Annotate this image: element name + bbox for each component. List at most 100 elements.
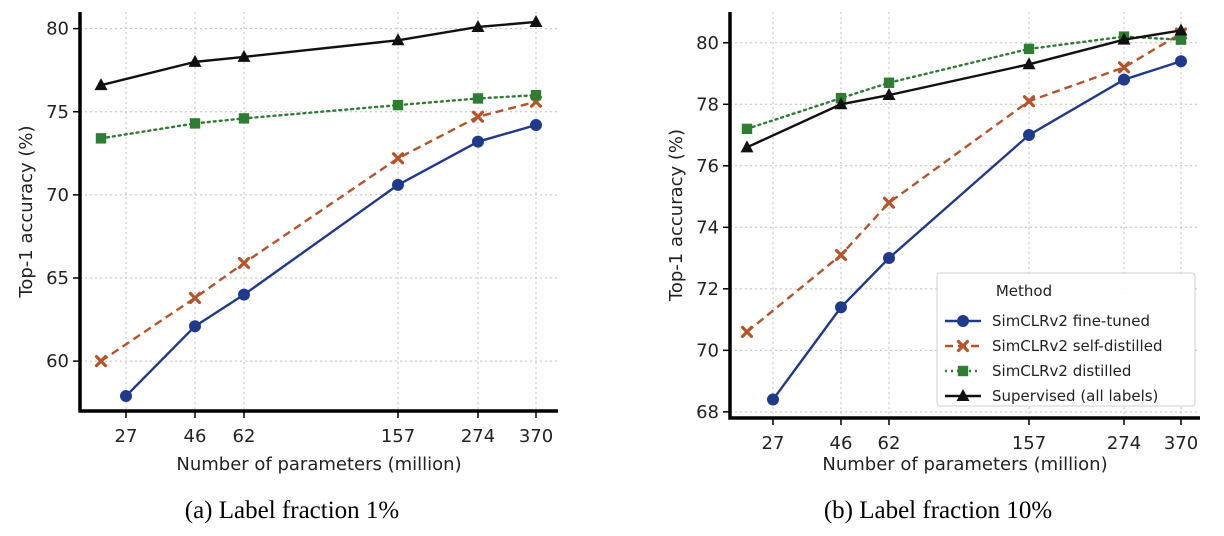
- x-tick-label: 370: [1164, 433, 1198, 454]
- data-point: [94, 78, 108, 91]
- data-point: [530, 89, 542, 101]
- x-axis-label: Number of parameters (million): [822, 454, 1107, 475]
- legend: Method SimCLRv2 fine-tuned SimCLRv2 self-d…: [936, 272, 1196, 407]
- data-point: [1175, 55, 1187, 68]
- data-point: [1023, 43, 1035, 55]
- y-axis-label: Top-1 accuracy (%): [666, 129, 687, 302]
- data-point: [120, 390, 132, 403]
- data-point: [188, 291, 202, 305]
- legend-box: [936, 272, 1196, 407]
- chart-a: 60 65 70 75 80 27 46 62 157 274 370 Number of param…: [16, 12, 558, 524]
- y-tick-label: 80: [46, 19, 69, 40]
- data-point: [189, 118, 201, 129]
- series-line: [746, 29, 1182, 149]
- x-tick-label: 62: [233, 426, 256, 447]
- y-tick-label: 76: [696, 156, 719, 177]
- data-point: [472, 93, 484, 104]
- data-point: [391, 33, 405, 46]
- y-tick-label: 68: [696, 402, 719, 423]
- y-tick-label: 70: [46, 185, 69, 206]
- data-point: [834, 97, 848, 110]
- data-point: [957, 365, 969, 377]
- series-line: [772, 60, 1182, 401]
- y-tick-label: 75: [46, 102, 69, 123]
- series-line: [746, 32, 1182, 333]
- series-simclrv2-distilled: [95, 89, 542, 144]
- legend-label: SimCLRv2 distilled: [992, 362, 1131, 380]
- data-point: [237, 256, 251, 270]
- series-line: [100, 100, 537, 363]
- x-tick-label: 157: [1012, 433, 1046, 454]
- x-tick-label: 274: [1107, 433, 1141, 454]
- data-point: [1023, 129, 1035, 142]
- data-point: [529, 14, 543, 27]
- data-point: [767, 393, 779, 406]
- data-point: [883, 77, 895, 88]
- series-supervised-all-labels: [94, 14, 543, 91]
- x-tick-label: 370: [519, 426, 553, 447]
- legend-label: SimCLRv2 self-distilled: [992, 337, 1162, 355]
- y-tick-label: 72: [696, 279, 719, 300]
- x-tick-label: 27: [762, 433, 785, 454]
- data-point: [189, 320, 201, 333]
- data-point: [1022, 95, 1036, 108]
- data-point: [1022, 57, 1036, 70]
- data-point: [741, 123, 753, 135]
- legend-label: Supervised (all labels): [992, 387, 1158, 405]
- data-point: [1118, 73, 1130, 86]
- series-simclrv2-fine-tuned: [767, 55, 1187, 406]
- data-point: [95, 133, 107, 144]
- x-tick-label: 62: [878, 433, 901, 454]
- data-point: [392, 178, 404, 191]
- chart-b: 68 70 72 74 76 78 80 27 46 62 157 274 370 Number of p…: [666, 12, 1200, 524]
- data-point: [740, 140, 754, 153]
- y-tick-label: 80: [696, 33, 719, 54]
- y-tick-label: 74: [696, 217, 719, 238]
- x-tick-label: 274: [461, 426, 495, 447]
- data-point: [471, 110, 485, 123]
- data-point: [1117, 32, 1131, 45]
- data-point: [1175, 34, 1187, 45]
- data-point: [882, 196, 896, 209]
- data-point: [188, 54, 202, 67]
- data-point: [740, 325, 754, 338]
- y-tick-label: 78: [696, 94, 719, 115]
- legend-label: SimCLRv2 fine-tuned: [992, 312, 1150, 330]
- y-tick-label: 60: [46, 351, 69, 372]
- data-point: [882, 88, 896, 101]
- data-point: [1117, 61, 1131, 74]
- series-line: [745, 35, 1183, 131]
- x-axis-label: Number of parameters (million): [176, 454, 461, 475]
- data-point: [883, 252, 895, 265]
- data-point: [957, 315, 969, 327]
- data-point: [391, 152, 405, 165]
- data-point: [835, 301, 847, 314]
- y-axis-label: Top-1 accuracy (%): [16, 125, 37, 298]
- series-line: [125, 123, 537, 397]
- x-tick-label: 157: [381, 426, 415, 447]
- data-point: [834, 248, 848, 262]
- x-tick-label: 46: [184, 426, 207, 447]
- data-point: [392, 99, 404, 111]
- data-point: [238, 113, 250, 124]
- x-tick-label: 27: [115, 426, 138, 447]
- data-point: [238, 288, 250, 301]
- y-tick-label: 70: [696, 340, 719, 361]
- data-point: [1174, 23, 1188, 36]
- series-simclrv2-fine-tuned: [120, 119, 542, 403]
- data-point: [237, 49, 251, 62]
- data-point: [530, 119, 542, 132]
- series-supervised-all-labels: [740, 23, 1188, 153]
- series-line: [99, 93, 538, 140]
- legend-title: Method: [996, 282, 1052, 300]
- data-point: [471, 19, 485, 32]
- series-line: [100, 20, 537, 87]
- data-point: [94, 355, 108, 368]
- figure-caption: (a) Label fraction 1%: [185, 497, 399, 524]
- x-tick-label: 46: [830, 433, 853, 454]
- data-point: [956, 339, 970, 353]
- y-tick-label: 65: [46, 268, 69, 289]
- data-point: [956, 389, 970, 401]
- data-point: [472, 135, 484, 148]
